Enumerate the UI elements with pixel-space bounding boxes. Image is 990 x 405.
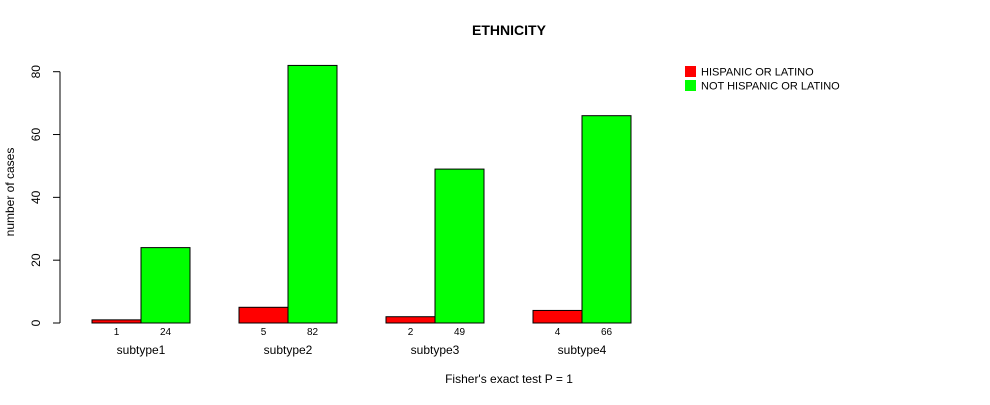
category-label: subtype1 <box>117 343 166 357</box>
bar <box>385 316 436 324</box>
bar <box>287 64 338 324</box>
bar-count-label: 82 <box>307 327 319 338</box>
category-label: subtype2 <box>264 343 313 357</box>
y-tick-label: 40 <box>29 190 43 204</box>
legend-swatch <box>685 80 696 91</box>
bars-group: 1 24 subtype1 5 82 subtype2 2 49 subtype3 4 66 subt… <box>91 64 632 357</box>
category-label: subtype4 <box>558 343 607 357</box>
legend-label: NOT HISPANIC OR LATINO <box>701 81 840 93</box>
bar <box>434 168 485 324</box>
bar-count-label: 24 <box>160 327 172 338</box>
bar <box>581 115 632 324</box>
y-tick-label: 20 <box>29 253 43 267</box>
y-tick-label: 80 <box>29 65 43 79</box>
legend-swatch <box>685 66 696 77</box>
bar <box>91 319 142 324</box>
bar-count-label: 4 <box>555 327 561 338</box>
y-axis: 0 20 40 60 80 <box>29 65 61 326</box>
y-axis-label: number of cases <box>3 148 17 237</box>
category-label: subtype3 <box>411 343 460 357</box>
y-tick-label: 0 <box>29 319 43 326</box>
bar-count-label: 49 <box>454 327 466 338</box>
bar <box>238 306 289 324</box>
bar-count-label: 5 <box>261 327 267 338</box>
legend: HISPANIC OR LATINO NOT HISPANIC OR LATINO <box>685 66 840 93</box>
bar-count-label: 1 <box>114 327 120 338</box>
bar-count-label: 2 <box>408 327 414 338</box>
test-statistic-label: Fisher's exact test P = 1 <box>445 372 573 386</box>
y-tick-label: 60 <box>29 128 43 142</box>
legend-label: HISPANIC OR LATINO <box>701 67 814 79</box>
bar <box>532 309 583 324</box>
bar-count-label: 66 <box>601 327 613 338</box>
chart-title: ETHNICITY <box>472 22 547 38</box>
bar <box>140 247 191 324</box>
